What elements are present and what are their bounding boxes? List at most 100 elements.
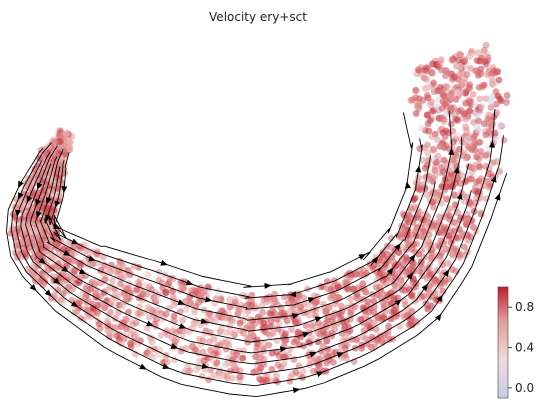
cell-point: [428, 133, 436, 141]
cell-point: [418, 247, 425, 254]
cell-point: [417, 124, 425, 132]
cell-point: [316, 331, 324, 338]
cell-point: [231, 296, 239, 303]
cell-point: [423, 64, 430, 71]
streamline-arrow: [38, 257, 46, 265]
cell-point: [273, 348, 281, 356]
streamline-arrow: [453, 166, 460, 174]
cell-point: [205, 376, 213, 384]
velocity-streamlines: [6, 109, 508, 398]
cell-point: [222, 361, 229, 368]
cell-point: [371, 343, 378, 351]
cell-point: [89, 304, 97, 312]
cell-point: [475, 117, 482, 125]
cell-point: [179, 327, 187, 335]
cell-point: [162, 310, 170, 318]
cell-point: [72, 306, 79, 313]
cell-point: [423, 76, 431, 83]
cell-point: [401, 297, 408, 305]
cell-point: [382, 260, 389, 268]
cell-point: [196, 349, 204, 357]
cell-point: [225, 341, 233, 349]
cell-point: [45, 266, 52, 274]
cell-point: [497, 121, 505, 129]
cell-point: [213, 295, 221, 303]
cell-point: [300, 294, 308, 302]
cell-point: [478, 103, 486, 110]
streamline-arrow: [185, 279, 194, 286]
cell-point: [453, 131, 461, 139]
streamline: [25, 145, 470, 354]
cell-point: [190, 319, 198, 327]
cell-point: [71, 267, 78, 275]
streamline-arrow: [200, 318, 209, 324]
cell-point: [442, 67, 449, 75]
cell-point: [119, 302, 126, 310]
cell-point: [60, 245, 68, 253]
cell-point: [419, 181, 427, 188]
cell-point: [419, 157, 427, 164]
cell-point: [337, 302, 345, 310]
cell-point: [59, 281, 67, 289]
cell-point: [280, 360, 288, 368]
cell-point: [19, 229, 27, 237]
cell-point: [437, 257, 445, 265]
cell-point: [239, 355, 246, 362]
cell-point: [137, 288, 145, 296]
cell-point: [210, 372, 218, 380]
cell-point: [454, 107, 462, 115]
cell-point: [472, 67, 479, 75]
cell-point: [493, 109, 501, 116]
cell-point: [496, 96, 504, 103]
streamline-arrow: [448, 147, 455, 155]
cell-point: [330, 358, 337, 366]
cell-point: [313, 355, 321, 363]
cell-point: [104, 317, 111, 325]
streamline-arrow: [307, 297, 316, 303]
cell-point: [484, 54, 492, 61]
cell-point: [281, 337, 288, 345]
cell-point: [39, 224, 47, 232]
cell-point: [254, 340, 262, 348]
cell-point: [77, 262, 84, 269]
cell-point: [42, 272, 49, 280]
cell-point: [407, 206, 415, 214]
cell-point: [308, 334, 315, 342]
cell-point: [448, 144, 456, 151]
streamline-arrow: [54, 200, 61, 209]
cell-point: [467, 233, 475, 241]
cell-point: [219, 338, 227, 346]
cell-point: [445, 275, 453, 283]
cell-point: [217, 374, 225, 381]
cell-point: [462, 115, 470, 123]
cell-point: [437, 87, 445, 95]
cell-point: [263, 377, 271, 384]
cell-point: [236, 319, 244, 327]
streamline: [53, 112, 414, 288]
cell-point: [488, 76, 496, 84]
cell-point: [471, 161, 479, 169]
cell-point: [55, 259, 62, 267]
cell-point: [380, 314, 388, 321]
cell-point: [429, 68, 436, 76]
cell-point: [347, 295, 354, 303]
cell-point: [30, 218, 37, 226]
streamline-arrow: [291, 313, 300, 320]
cell-point: [267, 295, 275, 303]
cell-point: [343, 317, 350, 325]
cell-point: [126, 271, 134, 279]
streamline-arrow: [289, 291, 297, 298]
cell-point: [120, 273, 128, 281]
cell-point: [430, 221, 438, 229]
cell-point: [197, 341, 205, 348]
cell-point: [441, 133, 449, 141]
streamline-arrow: [170, 343, 179, 349]
cell-point: [132, 350, 139, 358]
cell-point: [274, 325, 282, 333]
cell-point: [273, 372, 280, 380]
cell-point: [182, 306, 190, 313]
streamline-arrow: [88, 255, 96, 262]
streamline-arrow: [336, 352, 345, 358]
cell-point: [423, 191, 431, 199]
cell-point: [94, 309, 101, 317]
